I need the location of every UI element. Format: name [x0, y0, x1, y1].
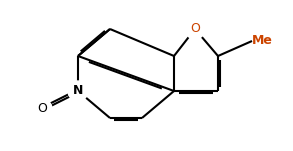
- Text: O: O: [190, 22, 200, 35]
- Circle shape: [32, 99, 52, 119]
- Text: N: N: [73, 85, 83, 98]
- Text: O: O: [37, 103, 47, 116]
- Circle shape: [185, 19, 205, 39]
- Circle shape: [68, 81, 88, 101]
- Text: Me: Me: [252, 34, 273, 48]
